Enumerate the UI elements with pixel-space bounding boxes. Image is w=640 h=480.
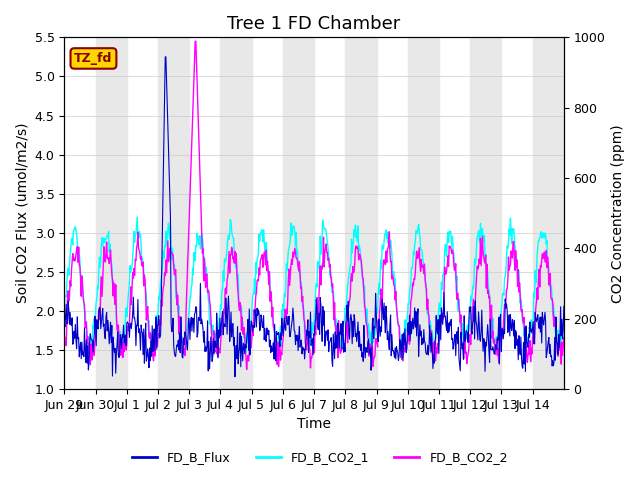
Bar xyxy=(532,37,564,389)
Bar xyxy=(158,37,189,389)
Bar xyxy=(408,37,439,389)
Title: Tree 1 FD Chamber: Tree 1 FD Chamber xyxy=(227,15,401,33)
Legend: FD_B_Flux, FD_B_CO2_1, FD_B_CO2_2: FD_B_Flux, FD_B_CO2_1, FD_B_CO2_2 xyxy=(127,446,513,469)
Bar xyxy=(470,37,501,389)
Y-axis label: CO2 Concentration (ppm): CO2 Concentration (ppm) xyxy=(611,124,625,302)
Bar xyxy=(220,37,252,389)
X-axis label: Time: Time xyxy=(297,418,331,432)
Bar xyxy=(283,37,314,389)
Y-axis label: Soil CO2 Flux (umol/m2/s): Soil CO2 Flux (umol/m2/s) xyxy=(15,123,29,303)
Bar xyxy=(346,37,376,389)
Text: TZ_fd: TZ_fd xyxy=(74,52,113,65)
Bar xyxy=(95,37,127,389)
